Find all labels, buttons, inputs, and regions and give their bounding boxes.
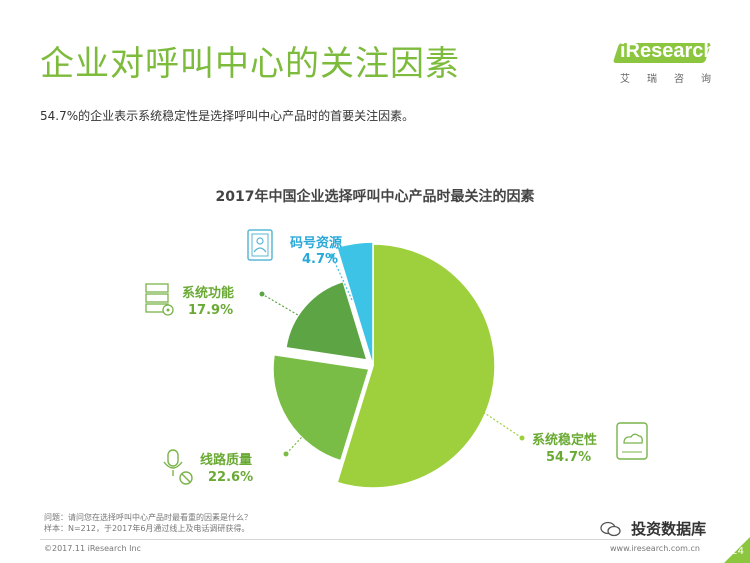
corner-decoration bbox=[724, 537, 750, 563]
footnote: 问题：请问您在选择呼叫中心产品时最看重的因素是什么？ 样本：N=212，于201… bbox=[44, 512, 252, 534]
footer-divider bbox=[40, 539, 700, 540]
footnote-sample: 样本：N=212，于2017年6月通过线上及电话调研获得。 bbox=[44, 524, 250, 533]
copyright: ©2017.11 iResearch Inc bbox=[44, 544, 141, 553]
wechat-account-name: 投资数据库 bbox=[631, 520, 707, 538]
leader-system-function-dot bbox=[259, 291, 265, 297]
microphone-mute-icon bbox=[163, 449, 193, 485]
pie-slice-code-resources bbox=[335, 241, 374, 367]
leader-line-quality-dot bbox=[283, 451, 289, 457]
page-title: 企业对呼叫中心的关注因素 bbox=[40, 44, 460, 84]
pie-slice-system-stability bbox=[336, 243, 496, 489]
slice-value-line-quality: 22.6% bbox=[208, 470, 253, 485]
footer-url: www.iresearch.com.cn bbox=[610, 544, 700, 553]
page-number: 24 bbox=[731, 546, 744, 557]
slice-label-line-quality: 线路质量 bbox=[200, 452, 252, 468]
leader-system-stability bbox=[479, 409, 523, 439]
page-subtitle: 54.7%的企业表示系统稳定性是选择呼叫中心产品时的首要关注因素。 bbox=[40, 109, 415, 123]
slice-value-code-resources: 4.7% bbox=[302, 252, 338, 267]
slice-value-system-function: 17.9% bbox=[188, 303, 233, 318]
slice-label-system-function: 系统功能 bbox=[182, 285, 234, 301]
pie-slice-system-function bbox=[285, 280, 369, 361]
contact-book-icon bbox=[247, 229, 273, 261]
server-gear-icon bbox=[145, 283, 174, 316]
leader-code-resources bbox=[331, 255, 353, 301]
cloud-server-icon bbox=[616, 422, 648, 460]
wechat-badge: 投资数据库 bbox=[600, 518, 706, 538]
leader-system-stability-dot bbox=[519, 435, 525, 441]
slice-label-code-resources: 码号资源 bbox=[290, 235, 342, 251]
wechat-icon bbox=[600, 521, 621, 536]
chart-title: 2017年中国企业选择呼叫中心产品时最关注的因素 bbox=[215, 189, 535, 205]
slice-value-system-stability: 54.7% bbox=[546, 450, 591, 465]
footnote-question: 问题：请问您在选择呼叫中心产品时最看重的因素是什么？ bbox=[44, 513, 252, 522]
iresearch-logo: iResearch 艾瑞咨询 bbox=[606, 38, 718, 88]
logo-text: iResearch bbox=[620, 40, 716, 62]
logo-subtext: 艾瑞咨询 bbox=[620, 74, 728, 85]
leader-code-resources-dot bbox=[329, 253, 335, 259]
slice-label-system-stability: 系统稳定性 bbox=[532, 432, 597, 448]
pie-slice-line-quality bbox=[272, 353, 370, 462]
